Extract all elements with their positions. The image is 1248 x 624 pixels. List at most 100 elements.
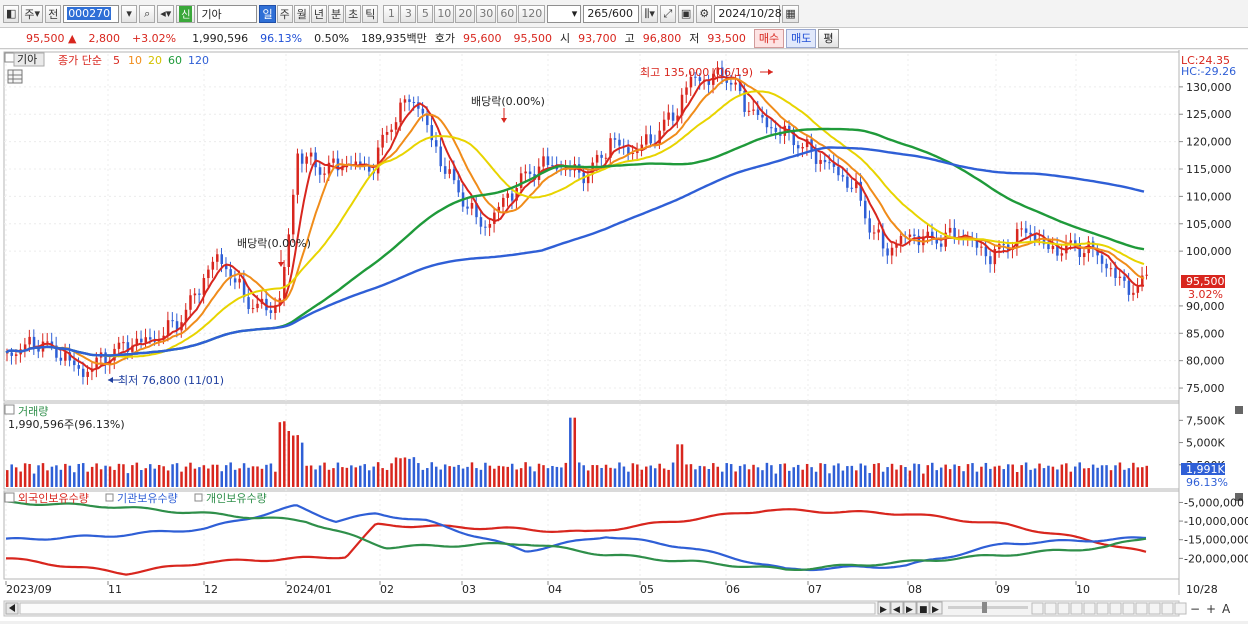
candle [658, 130, 661, 144]
candle [868, 218, 871, 233]
price-tick: 115,000 [1186, 163, 1232, 176]
prev-button[interactable]: 전 [45, 4, 62, 23]
interval-tab-0[interactable]: 일 [259, 4, 276, 23]
buy-button[interactable]: 매수 [753, 28, 785, 48]
font-size-icon[interactable]: A [1222, 602, 1231, 616]
period-selector[interactable]: 주 ▾ [21, 4, 44, 23]
zoom-slider-handle[interactable] [982, 602, 987, 613]
stock-chart[interactable]: 기아 종가 단순 5 10 20 60 120 LC:24.35 HC:-29.… [0, 50, 1248, 621]
candle [591, 162, 594, 175]
interval-tab-2[interactable]: 월 [293, 4, 310, 23]
volume-bar [671, 462, 675, 487]
playback-button-1[interactable] [890, 601, 904, 615]
candle [841, 175, 845, 177]
holding-panel-menu[interactable] [4, 492, 15, 503]
table-icon[interactable] [7, 69, 23, 84]
candle [627, 147, 630, 155]
candle [408, 99, 411, 103]
playback-button-0[interactable] [877, 601, 891, 615]
candle-type-icon[interactable]: ⫼▾ [641, 4, 658, 23]
candle [399, 102, 402, 123]
bottom-tool-11[interactable] [1174, 602, 1187, 615]
number-tab-10[interactable]: 10 [434, 4, 455, 23]
zoom-out-icon[interactable]: − [1190, 602, 1200, 616]
bottom-tool-1[interactable] [1044, 602, 1057, 615]
stock-name-field[interactable]: 기아 [197, 4, 258, 23]
number-tab-3[interactable]: 3 [400, 4, 417, 23]
number-tab-1[interactable]: 1 [383, 4, 400, 23]
zoom-slider[interactable] [948, 606, 1028, 609]
draw-tool-icon[interactable]: ⤢ [659, 4, 676, 23]
playback-button-3[interactable] [916, 601, 930, 615]
speaker-icon[interactable]: ◂▾ [157, 4, 175, 23]
number-tab-120[interactable]: 120 [518, 4, 546, 23]
volume-panel-menu[interactable] [4, 404, 15, 415]
candle [448, 169, 451, 174]
candle [510, 193, 514, 201]
candle [935, 238, 938, 244]
window-menu-icon[interactable]: ◧ [3, 4, 20, 23]
candle [792, 132, 795, 146]
volume-bar [256, 466, 259, 487]
volume-bar [752, 464, 755, 487]
candle [1141, 275, 1144, 287]
eval-button[interactable]: 평 [818, 28, 839, 48]
interval-tab-1[interactable]: 주 [276, 4, 293, 23]
dividend-annotation-1: 배당락(0.00%) [237, 237, 311, 250]
stock-code-input[interactable]: 000270 [63, 4, 120, 23]
count-field[interactable]: 265/600 [583, 4, 640, 23]
number-tab-30[interactable]: 30 [476, 4, 497, 23]
legend-ma10: 10 [128, 54, 142, 67]
calendar-icon[interactable]: ▦ [782, 4, 799, 23]
volume-tag [1181, 463, 1225, 475]
volume-bar [32, 473, 36, 487]
code-dropdown-icon[interactable]: ▾ [121, 4, 138, 23]
bottom-tool-10[interactable] [1161, 602, 1174, 615]
bottom-tool-0[interactable] [1031, 602, 1044, 615]
panel-menu-icon[interactable] [4, 52, 15, 63]
volume-bar [1096, 467, 1099, 487]
playback-button-4[interactable] [929, 601, 943, 615]
bottom-tool-4[interactable] [1083, 602, 1096, 615]
interval-tab-5[interactable]: 초 [345, 4, 362, 23]
bottom-tool-7[interactable] [1122, 602, 1135, 615]
volume-bar [788, 470, 791, 487]
sell-button[interactable]: 매도 [786, 28, 817, 48]
zoom-in-icon[interactable]: + [1206, 602, 1216, 616]
volume-bar [448, 466, 451, 487]
candle [720, 67, 724, 77]
save-icon[interactable]: ▣ [677, 4, 695, 23]
volume-bar [680, 444, 684, 487]
gear-icon[interactable]: ⚙ [696, 4, 713, 23]
interval-tab-6[interactable]: 틱 [362, 4, 379, 23]
candle [1096, 248, 1099, 256]
bottom-tool-6[interactable] [1109, 602, 1122, 615]
number-tab-20[interactable]: 20 [455, 4, 476, 23]
number-tab-60[interactable]: 60 [497, 4, 518, 23]
bottom-tool-2[interactable] [1057, 602, 1070, 615]
candle [55, 345, 58, 358]
volume-bar [1123, 469, 1126, 487]
volume-panel-close[interactable] [1235, 406, 1243, 414]
volume-bar [528, 466, 532, 487]
volume-info: 1,990,596주(96.13%) [8, 418, 125, 431]
scroll-thumb[interactable] [19, 602, 876, 615]
bottom-tool-3[interactable] [1070, 602, 1083, 615]
volume-bar [796, 464, 800, 487]
extra-dropdown[interactable]: ▾ [547, 4, 582, 23]
holding-panel-close[interactable] [1235, 493, 1243, 501]
number-tab-5[interactable]: 5 [417, 4, 434, 23]
volume-bar [707, 468, 711, 487]
bottom-tool-8[interactable] [1135, 602, 1148, 615]
volume-bar [913, 463, 916, 487]
date-field[interactable]: 2024/10/28 [714, 4, 782, 23]
interval-tab-3[interactable]: 년 [310, 4, 327, 23]
candle [609, 138, 612, 158]
interval-tab-4[interactable]: 분 [327, 4, 345, 23]
chart-area[interactable]: 기아 종가 단순 5 10 20 60 120 LC:24.35 HC:-29.… [0, 50, 1248, 621]
bottom-tool-5[interactable] [1096, 602, 1109, 615]
playback-button-2[interactable] [903, 601, 917, 615]
bottom-tool-9[interactable] [1148, 602, 1161, 615]
candle [394, 122, 398, 130]
search-icon[interactable]: ⌕ [139, 4, 156, 23]
